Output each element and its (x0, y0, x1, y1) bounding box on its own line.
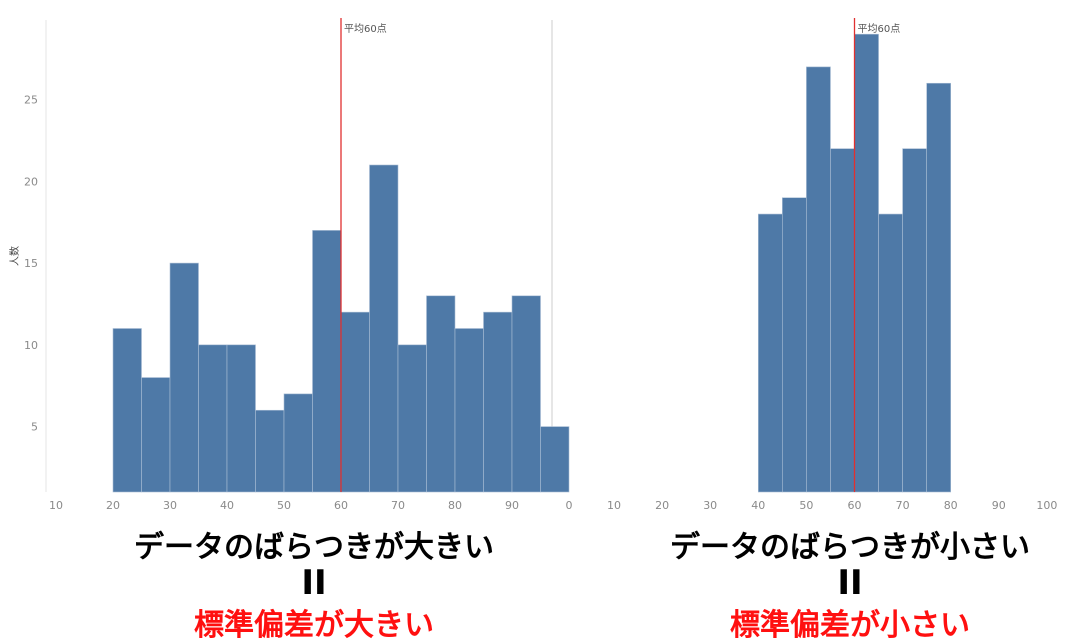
right-x-tick-4: 50 (799, 499, 813, 512)
left-bar-90 (511, 295, 541, 493)
left-bar-30 (169, 262, 199, 493)
left-bar-60 (340, 311, 370, 493)
left-panel: 5 10 15 20 25 10 20 30 40 50 60 70 80 90 0 平均60点 人数 (8, 18, 573, 512)
left-x-tick-2: 30 (163, 499, 177, 512)
left-x-tick-9: 0 (566, 499, 573, 512)
right-x-tick-8: 90 (992, 499, 1006, 512)
left-y-tick-3: 20 (24, 175, 38, 188)
left-bar-25 (141, 377, 171, 493)
left-bar-80 (454, 328, 484, 493)
left-y-tick-1: 10 (24, 339, 38, 352)
left-y-tick-4: 25 (24, 94, 38, 107)
left-caption-sub: 標準偏差が大きい (194, 608, 434, 643)
right-panel: 10 20 30 40 50 60 70 80 90 100 平均60点 (607, 18, 1057, 512)
left-x-tick-1: 20 (106, 499, 120, 512)
left-caption-equals: II (301, 563, 327, 603)
right-bar-40 (757, 213, 783, 493)
left-bar-65 (369, 164, 399, 493)
left-caption: データのばらつきが大きい II 標準偏差が大きい (64, 522, 564, 644)
left-y-tick-2: 15 (24, 257, 38, 270)
left-bar-70 (397, 344, 427, 493)
left-x-tick-3: 40 (220, 499, 234, 512)
right-x-tick-6: 70 (896, 499, 910, 512)
right-bar-60 (854, 33, 879, 493)
right-bar-75 (926, 82, 952, 493)
left-y-tick-0: 5 (31, 421, 38, 434)
right-caption-sub: 標準偏差が小さい (730, 608, 970, 643)
left-bar-85 (483, 311, 513, 493)
left-caption-main: データのばらつきが大きい (134, 530, 494, 565)
right-mean-label: 平均60点 (858, 23, 901, 35)
left-x-tick-4: 50 (277, 499, 291, 512)
right-x-tick-2: 30 (703, 499, 717, 512)
left-x-tick-6: 70 (391, 499, 405, 512)
left-bar-35 (198, 344, 228, 493)
y-axis-label: 人数 (8, 246, 21, 266)
right-x-tick-3: 40 (751, 499, 765, 512)
right-bar-50 (806, 66, 831, 493)
left-bar-55 (312, 230, 342, 493)
right-bar-45 (782, 197, 807, 493)
right-x-tick-7: 80 (944, 499, 958, 512)
right-bar-70 (902, 148, 927, 493)
left-bar-50 (283, 393, 313, 493)
right-x-tick-1: 20 (655, 499, 669, 512)
right-x-tick-5: 60 (848, 499, 862, 512)
right-bar-55 (830, 148, 855, 493)
left-bar-20 (112, 328, 142, 493)
right-bar-65 (878, 213, 903, 493)
right-caption: データのばらつきが小さい II 標準偏差が小さい (600, 522, 1077, 644)
left-bar-95 (540, 426, 570, 493)
left-x-tick-8: 90 (505, 499, 519, 512)
left-mean-label: 平均60点 (344, 23, 387, 35)
right-caption-main: データのばらつきが小さい (670, 530, 1030, 565)
left-x-tick-7: 80 (448, 499, 462, 512)
left-bar-45 (255, 409, 285, 493)
right-x-tick-0: 10 (607, 499, 621, 512)
left-bar-75 (426, 295, 456, 493)
right-caption-equals: II (837, 563, 863, 603)
left-bar-40 (226, 344, 256, 493)
left-x-tick-0: 10 (49, 499, 63, 512)
left-x-tick-5: 60 (334, 499, 348, 512)
right-x-tick-9: 100 (1036, 499, 1057, 512)
